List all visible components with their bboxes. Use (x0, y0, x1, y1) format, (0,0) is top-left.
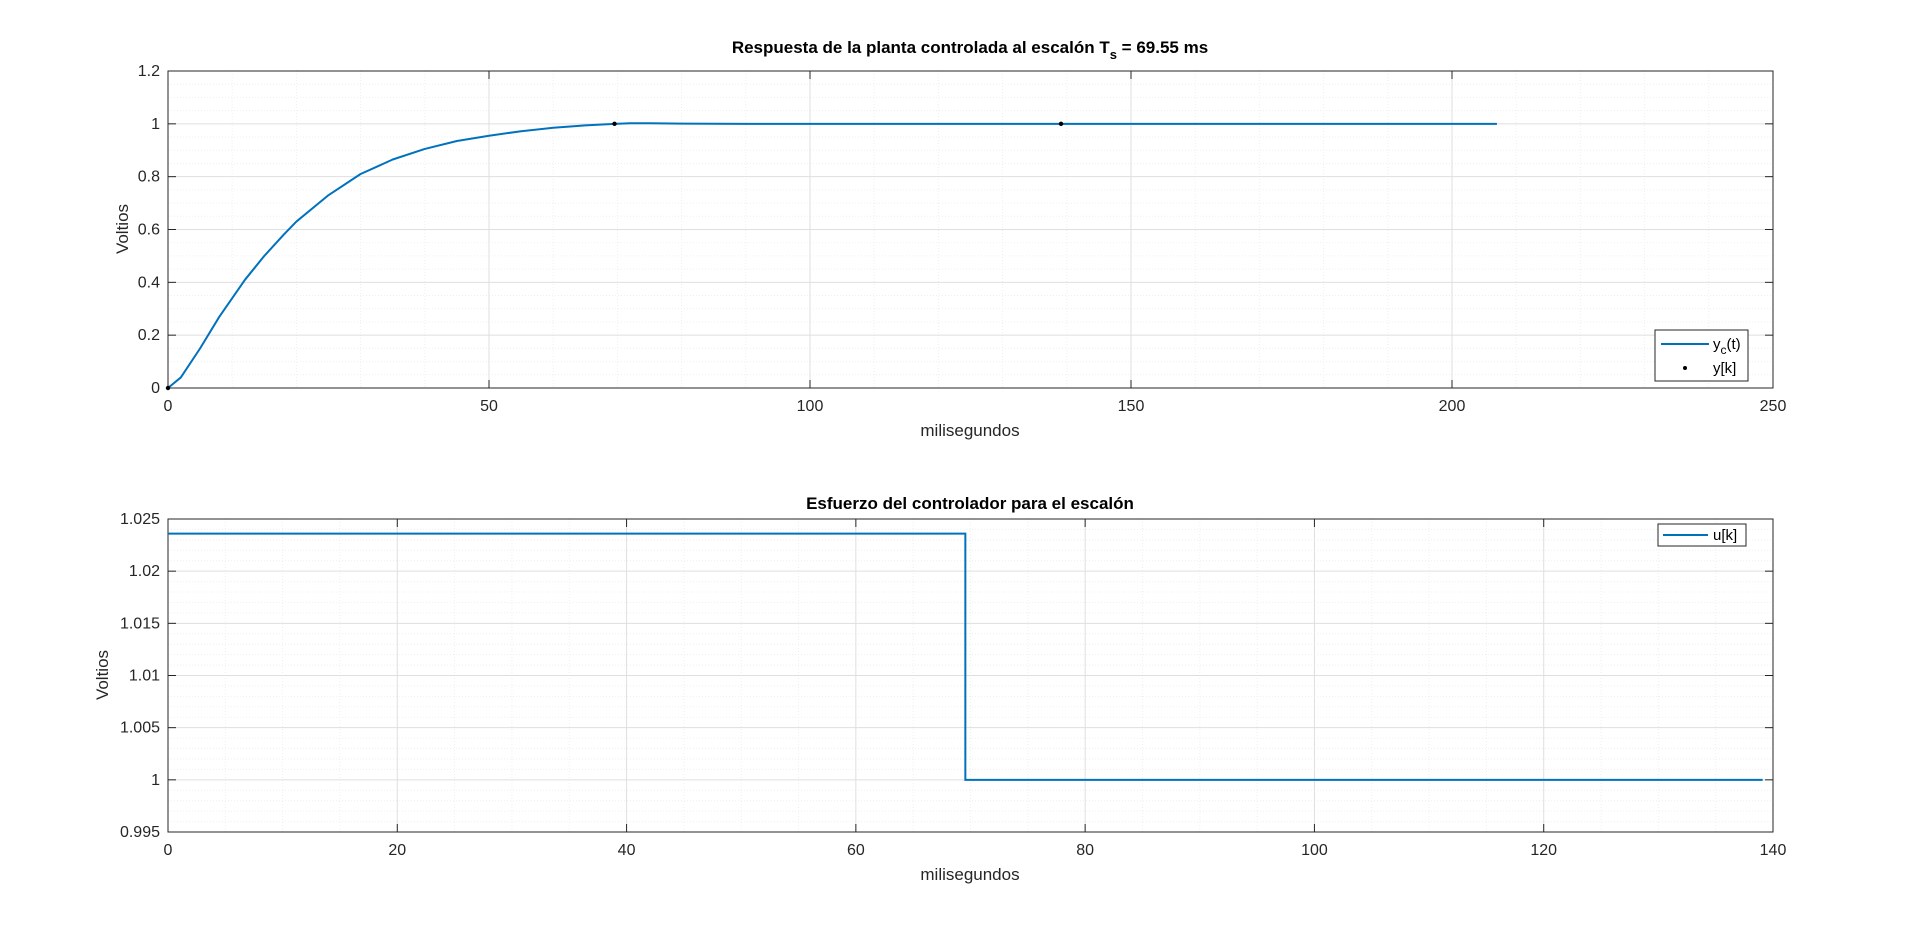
effort-series (168, 532, 1763, 781)
y-tick-label: 1.02 (129, 563, 160, 580)
response-legend: yc(t) y[k] (1654, 329, 1749, 382)
x-tick-label: 100 (1301, 842, 1328, 859)
x-tick-label: 60 (847, 842, 865, 859)
y-tick-label: 1.01 (129, 668, 160, 685)
x-tick-label: 120 (1530, 842, 1557, 859)
data-point-yk (1058, 121, 1064, 127)
response-legend-box (1654, 329, 1749, 382)
response-series (165, 121, 1497, 391)
effort-legend: u[k] (1657, 523, 1747, 547)
x-tick-label: 40 (618, 842, 636, 859)
y-tick-label: 0.8 (138, 169, 160, 186)
x-tick-label: 20 (388, 842, 406, 859)
series-line-yc (167, 122, 1497, 389)
response-x-axis-label: milisegundos (920, 421, 1019, 440)
y-tick-label: 1.2 (138, 63, 160, 80)
effort-y-axis-label: Voltios (93, 650, 112, 700)
legend-label-yc: yc(t) (1713, 336, 1741, 357)
y-tick-label: 1 (151, 772, 160, 789)
effort-x-axis-label: milisegundos (920, 865, 1019, 884)
effort-title: Esfuerzo del controlador para el escalón (806, 494, 1134, 513)
x-tick-label: 140 (1760, 842, 1787, 859)
y-tick-label: 1.025 (120, 511, 160, 528)
y-tick-label: 0.995 (120, 824, 160, 841)
y-tick-label: 1.015 (120, 615, 160, 632)
x-tick-label: 200 (1439, 398, 1466, 415)
y-tick-label: 1.005 (120, 720, 160, 737)
legend-label-uk: u[k] (1713, 527, 1737, 544)
y-tick-label: 0 (151, 380, 160, 397)
series-stairs-uk (168, 532, 1763, 781)
x-tick-label: 250 (1760, 398, 1787, 415)
legend-marker-swatch (1683, 366, 1687, 370)
response-title: Respuesta de la planta controlada al esc… (732, 38, 1208, 62)
x-tick-label: 50 (480, 398, 498, 415)
x-tick-label: 100 (797, 398, 824, 415)
data-point-yk (612, 121, 617, 127)
y-tick-label: 1 (151, 116, 160, 133)
control-effort-chart: 0 20 40 60 80 100 120 140 0.995 1 1.005 1.01 1.015 1.… (93, 494, 1786, 884)
response-y-axis-label: Voltios (113, 204, 132, 254)
response-ticks: 0 50 100 150 200 250 0 0.2 0.4 0.6 0.8 1 1.2 (138, 63, 1787, 415)
x-tick-label: 0 (164, 398, 173, 415)
x-tick-label: 80 (1076, 842, 1094, 859)
y-tick-label: 0.4 (138, 274, 160, 291)
legend-label-yk: y[k] (1713, 360, 1736, 377)
x-tick-label: 150 (1118, 398, 1145, 415)
y-tick-label: 0.2 (138, 327, 160, 344)
y-tick-label: 0.6 (138, 222, 160, 239)
response-chart: 0 50 100 150 200 250 0 0.2 0.4 0.6 0.8 1 1.2 Respues… (113, 38, 1786, 440)
x-tick-label: 0 (164, 842, 173, 859)
effort-ticks: 0 20 40 60 80 100 120 140 0.995 1 1.005 1.01 1.015 1.… (120, 511, 1786, 859)
data-point-yk (165, 385, 171, 391)
